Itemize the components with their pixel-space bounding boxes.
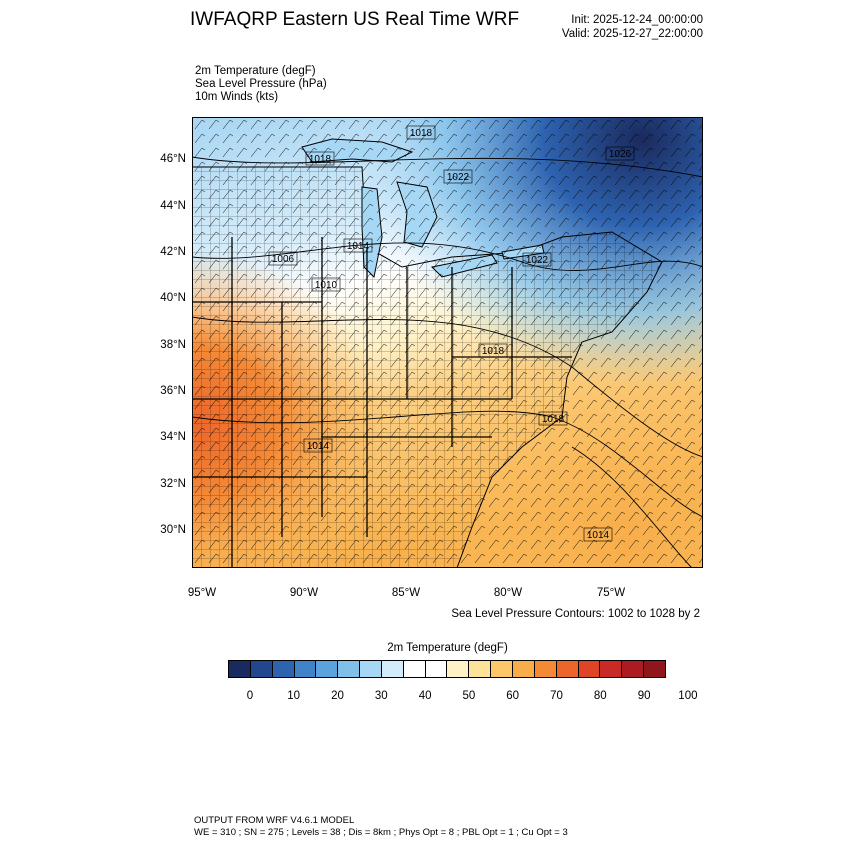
weather-map: 1018 1018 1022 1026 1014 1006 1010 1022 1018 1018… xyxy=(192,117,703,568)
colorbar-swatch xyxy=(316,661,339,677)
pressure-label-box xyxy=(583,527,613,542)
colorbar-swatch xyxy=(491,661,513,677)
pressure-label: 1022 xyxy=(447,172,470,183)
pressure-label-box xyxy=(443,169,473,184)
field-list: 2m Temperature (degF) Sea Level Pressure… xyxy=(195,65,327,104)
colorbar-swatch xyxy=(622,661,645,677)
colorbar-swatch xyxy=(425,661,448,677)
colorbar-swatch xyxy=(534,661,557,677)
latitude-tick-label: 46°N xyxy=(160,153,186,165)
colorbar-tick-label: 0 xyxy=(246,690,254,702)
pressure-label-box xyxy=(268,251,298,266)
pressure-label: 1022 xyxy=(526,255,549,266)
longitude-tick-label: 80°W xyxy=(493,587,523,599)
colorbar-tick-label: 30 xyxy=(374,690,388,702)
pressure-label: 1014 xyxy=(347,241,370,252)
valid-time: Valid: 2025-12-27_22:00:00 xyxy=(561,28,703,40)
longitude-tick-label: 75°W xyxy=(596,587,626,599)
pressure-label: 1010 xyxy=(315,280,338,291)
colorbar-swatch xyxy=(338,661,361,677)
pressure-label: 1006 xyxy=(272,254,295,265)
pressure-label: 1018 xyxy=(410,128,433,139)
colorbar-swatch xyxy=(294,661,317,677)
pressure-label-box xyxy=(522,252,552,267)
pressure-label-box xyxy=(303,438,333,453)
latitude-tick-label: 42°N xyxy=(160,246,186,258)
longitude-tick-label: 85°W xyxy=(391,587,421,599)
pressure-label-box xyxy=(478,343,508,358)
field-temperature: 2m Temperature (degF) xyxy=(195,65,316,77)
colorbar-tick-label: 20 xyxy=(331,690,344,702)
colorbar-swatch xyxy=(512,661,535,677)
colorbar-title: 2m Temperature (degF) xyxy=(387,642,508,654)
field-winds: 10m Winds (kts) xyxy=(195,91,279,103)
colorbar-swatch xyxy=(272,661,295,677)
pressure-label: 1018 xyxy=(482,346,505,357)
pressure-label-box xyxy=(305,151,335,166)
pressure-contours xyxy=(192,156,703,568)
colorbar-swatch xyxy=(600,661,623,677)
colorbar-swatch xyxy=(403,661,426,677)
latitude-tick-label: 36°N xyxy=(160,385,186,397)
latitude-tick-label: 30°N xyxy=(160,524,186,536)
latitude-tick-label: 40°N xyxy=(160,292,186,304)
latitude-tick-label: 44°N xyxy=(160,200,186,212)
colorbar-swatch xyxy=(578,661,601,677)
colorbar-swatch xyxy=(447,661,470,677)
colorbar-swatch xyxy=(229,661,251,677)
pressure-label: 1018 xyxy=(542,414,565,425)
colorbar-tick-label: 100 xyxy=(678,690,698,702)
colorbar-tick-label: 80 xyxy=(593,690,607,702)
init-time: Init: 2025-12-24_00:00:00 xyxy=(571,14,703,26)
longitude-tick-label: 95°W xyxy=(187,587,217,599)
wind-barbs xyxy=(192,117,703,568)
pressure-label-box xyxy=(343,238,373,253)
model-footer: OUTPUT FROM WRF V4.6.1 MODEL WE = 310 ; … xyxy=(194,815,568,839)
colorbar-tick-label: 60 xyxy=(506,690,520,702)
pressure-label-box xyxy=(406,125,436,140)
colorbar-swatch xyxy=(469,661,492,677)
pressure-label: 1014 xyxy=(587,530,610,541)
colorbar xyxy=(228,660,666,678)
colorbar-tick-label: 90 xyxy=(637,690,651,702)
pressure-label: 1026 xyxy=(609,149,632,160)
colorbar-swatch xyxy=(381,661,404,677)
pressure-labels: 1018 1018 1022 1026 1014 1006 1010 1022 1018 1018… xyxy=(268,125,635,542)
contours-note: Sea Level Pressure Contours: 1002 to 102… xyxy=(451,608,700,620)
latitude-tick-label: 32°N xyxy=(160,478,186,490)
pressure-label: 1014 xyxy=(307,441,330,452)
pressure-label: 1018 xyxy=(309,154,332,165)
model-version: OUTPUT FROM WRF V4.6.1 MODEL xyxy=(194,815,355,826)
colorbar-tick-label: 10 xyxy=(287,690,301,702)
colorbar-swatch xyxy=(556,661,579,677)
pressure-label-box xyxy=(538,411,568,426)
field-pressure: Sea Level Pressure (hPa) xyxy=(195,78,327,90)
colorbar-swatch xyxy=(644,661,665,677)
colorbar-swatch xyxy=(250,661,273,677)
colorbar-tick-label: 70 xyxy=(550,690,563,702)
longitude-tick-label: 90°W xyxy=(289,587,319,599)
latitude-tick-label: 34°N xyxy=(160,431,186,443)
colorbar-tick-label: 40 xyxy=(418,690,432,702)
latitude-tick-label: 38°N xyxy=(160,339,186,351)
plot-title: IWFAQRP Eastern US Real Time WRF xyxy=(190,9,520,30)
colorbar-swatch xyxy=(360,661,382,677)
run-times: Init: 2025-12-24_00:00:00 Valid: 2025-12… xyxy=(562,13,703,41)
map-frame xyxy=(192,117,703,568)
pressure-label-box xyxy=(311,277,341,292)
pressure-label-box xyxy=(605,146,635,161)
colorbar-tick-label: 50 xyxy=(462,690,476,702)
model-config: WE = 310 ; SN = 275 ; Levels = 38 ; Dis … xyxy=(194,827,568,838)
